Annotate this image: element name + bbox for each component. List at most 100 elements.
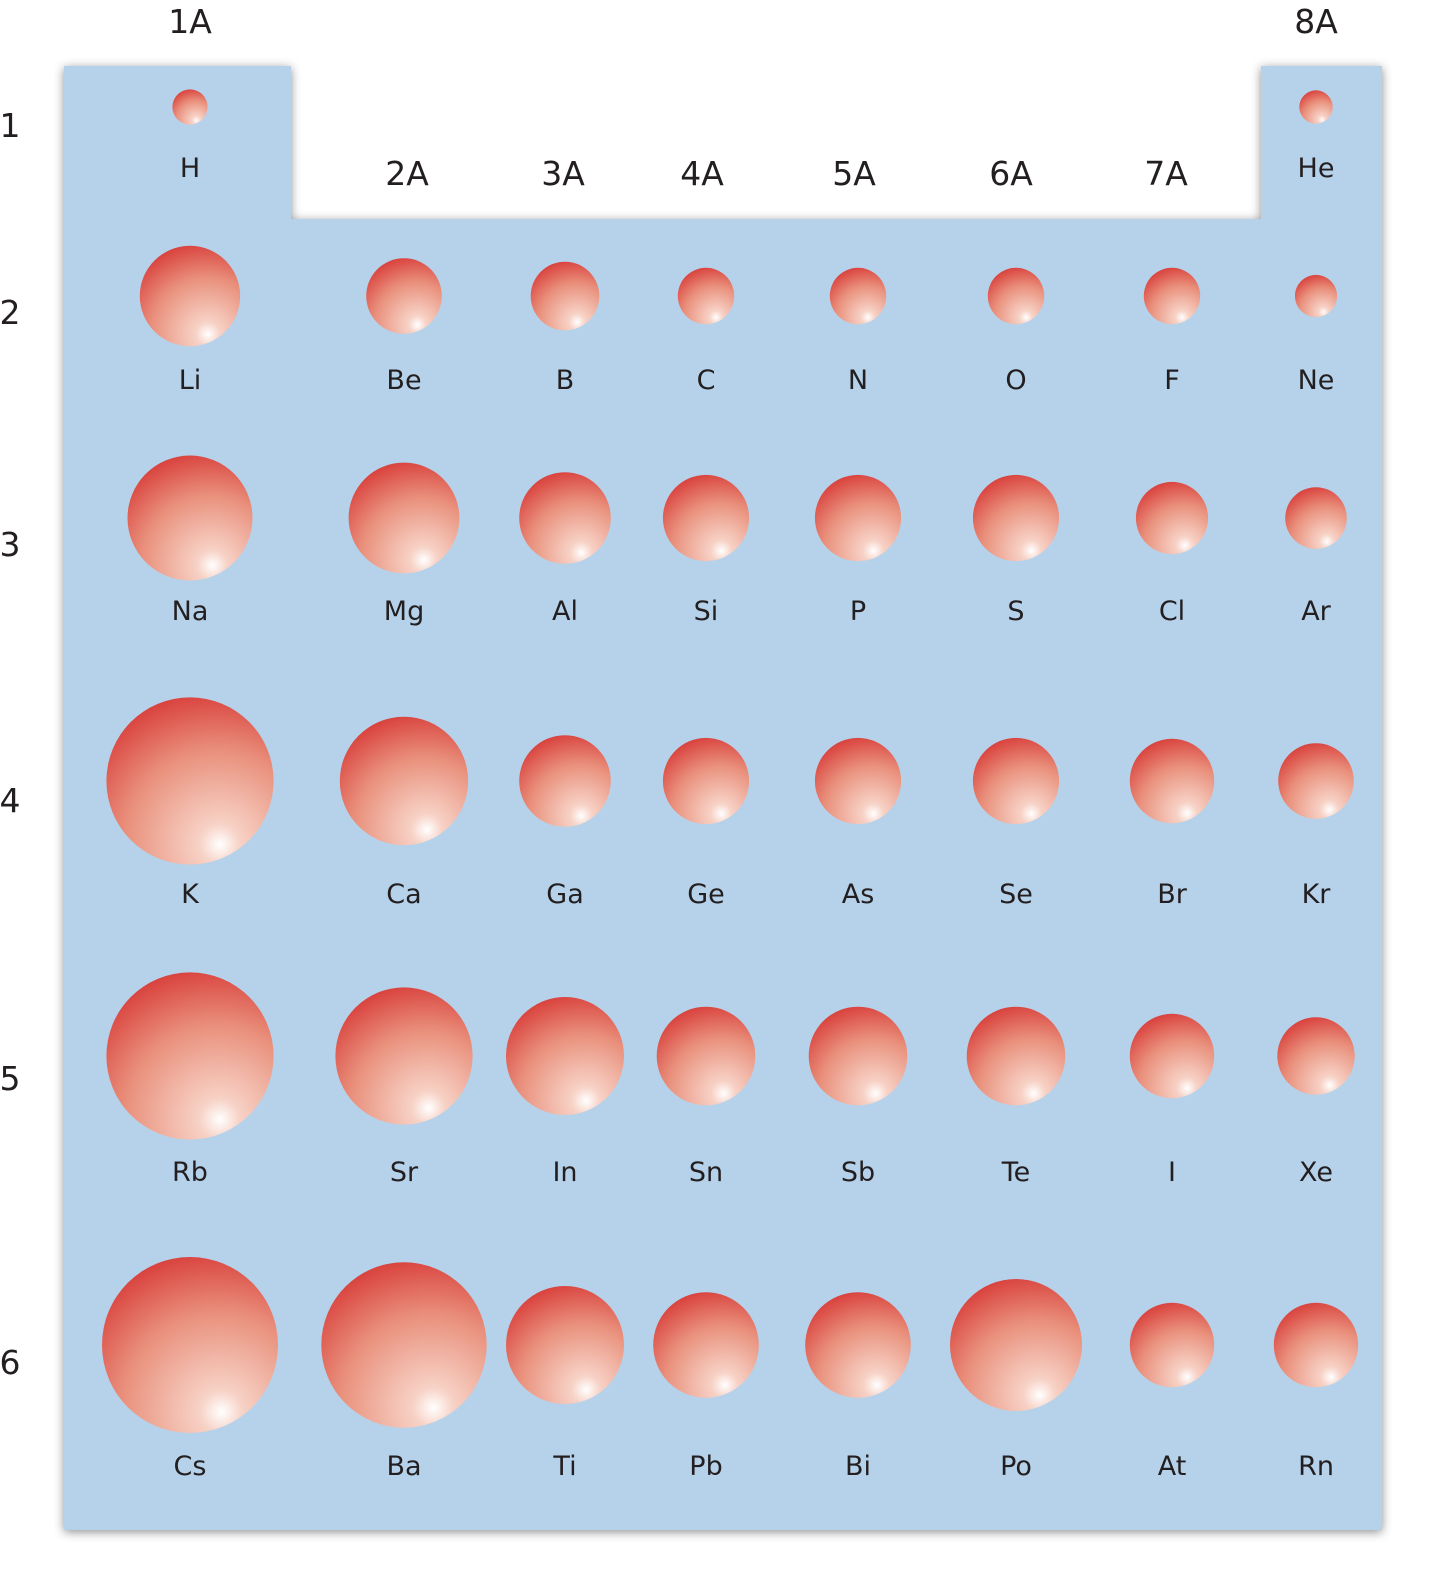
element-symbol-bi: Bi [845, 1451, 871, 1482]
atom-sphere-ti [506, 1286, 624, 1404]
element-symbol-ga: Ga [546, 879, 583, 910]
element-symbol-k: K [181, 879, 200, 910]
element-symbol-ar: Ar [1301, 596, 1331, 627]
group-label-6A: 6A [989, 154, 1033, 193]
element-symbol-as: As [842, 879, 875, 910]
element-symbol-cs: Cs [174, 1451, 207, 1482]
atom-sphere-o [987, 267, 1045, 325]
element-symbol-na: Na [172, 596, 209, 627]
atom-sphere-cl [1135, 481, 1209, 555]
atom-sphere-na [127, 455, 253, 581]
atom-sphere-sn [656, 1006, 756, 1106]
atom-sphere-ne [1294, 274, 1338, 318]
element-symbol-li: Li [179, 365, 202, 396]
group-label-5A: 5A [832, 154, 876, 193]
element-symbol-te: Te [1001, 1157, 1031, 1188]
element-symbol-i: I [1168, 1157, 1176, 1188]
element-symbol-p: P [850, 596, 866, 627]
atom-sphere-at [1129, 1302, 1215, 1388]
atom-sphere-ca [339, 716, 469, 846]
element-symbol-b: B [556, 365, 575, 396]
group-label-8A: 8A [1294, 2, 1338, 41]
atom-sphere-mg [348, 462, 460, 574]
atom-sphere-sb [808, 1006, 908, 1106]
period-label-5: 5 [0, 1059, 21, 1098]
atom-sphere-in [506, 997, 624, 1115]
atom-sphere-sr [335, 987, 473, 1125]
element-symbol-se: Se [999, 879, 1033, 910]
group-labels: 1A 2A 3A 4A 5A 6A 7A 8A [168, 2, 1338, 193]
group-label-4A: 4A [680, 154, 724, 193]
period-label-6: 6 [0, 1343, 21, 1382]
period-label-1: 1 [0, 106, 21, 145]
element-symbol-ba: Ba [386, 1451, 421, 1482]
element-symbol-at: At [1158, 1451, 1187, 1482]
element-symbol-mg: Mg [384, 596, 424, 627]
element-symbol-o: O [1005, 365, 1026, 396]
element-symbol-pb: Pb [689, 1451, 722, 1482]
atom-sphere-he [1299, 90, 1333, 124]
atom-sphere-pb [653, 1292, 759, 1398]
element-symbol-s: S [1007, 596, 1024, 627]
element-symbol-po: Po [1000, 1451, 1032, 1482]
atom-sphere-s [972, 474, 1060, 562]
atom-sphere-rn [1273, 1302, 1359, 1388]
atom-sphere-ga [519, 735, 611, 827]
element-symbol-in: In [552, 1157, 577, 1188]
atom-sphere-bi [805, 1292, 911, 1398]
atom-sphere-k [106, 697, 274, 865]
element-symbol-f: F [1164, 365, 1180, 396]
element-symbol-n: N [848, 365, 868, 396]
atom-sphere-b [530, 261, 600, 331]
group-label-3A: 3A [541, 154, 585, 193]
element-symbol-ca: Ca [386, 879, 421, 910]
element-symbol-h: H [180, 153, 200, 184]
element-symbol-xe: Xe [1299, 1157, 1333, 1188]
atom-sphere-i [1129, 1013, 1215, 1099]
element-symbol-ti: Ti [552, 1451, 576, 1482]
atom-sphere-be [366, 258, 442, 334]
atom-sphere-ar [1285, 487, 1347, 549]
atom-sphere-te [966, 1006, 1066, 1106]
atom-sphere-ba [321, 1262, 487, 1428]
period-label-4: 4 [0, 781, 21, 820]
atom-sphere-po [950, 1279, 1082, 1411]
atom-sphere-f [1143, 267, 1201, 325]
atom-sphere-li [139, 245, 241, 347]
atom-sphere-cs [102, 1257, 278, 1433]
element-symbol-he: He [1298, 153, 1335, 184]
element-symbol-al: Al [552, 596, 578, 627]
element-symbol-be: Be [386, 365, 421, 396]
atom-sphere-ge [662, 737, 750, 825]
element-symbol-br: Br [1157, 879, 1188, 910]
group-label-2A: 2A [385, 154, 429, 193]
element-symbol-cl: Cl [1159, 596, 1185, 627]
element-symbol-kr: Kr [1302, 879, 1332, 910]
element-symbol-sb: Sb [841, 1157, 875, 1188]
group-label-7A: 7A [1144, 154, 1188, 193]
group-label-1A: 1A [168, 2, 212, 41]
period-labels: 1 2 3 4 5 6 [0, 106, 21, 1382]
atom-sphere-n [829, 267, 887, 325]
atom-sphere-al [519, 472, 611, 564]
element-symbol-si: Si [694, 596, 719, 627]
atom-sphere-se [972, 737, 1060, 825]
period-label-3: 3 [0, 525, 21, 564]
atom-sphere-p [814, 474, 902, 562]
period-label-2: 2 [0, 293, 21, 332]
atom-sphere-c [677, 267, 735, 325]
element-symbol-sr: Sr [390, 1157, 419, 1188]
atom-sphere-as [814, 737, 902, 825]
element-symbol-rb: Rb [172, 1157, 208, 1188]
element-symbol-ge: Ge [687, 879, 725, 910]
atom-sphere-h [172, 89, 208, 125]
element-symbol-c: C [697, 365, 716, 396]
atom-sphere-rb [106, 972, 274, 1140]
atom-sphere-si [662, 474, 750, 562]
atom-sphere-kr [1278, 743, 1354, 819]
element-symbol-ne: Ne [1298, 365, 1335, 396]
atom-sphere-xe [1277, 1017, 1355, 1095]
atoms: H He Li Be B C N O F Ne Na Mg Al Si P S Cl Ar K Ca Ga Ge As Se B… [102, 89, 1359, 1482]
atom-sphere-br [1129, 738, 1215, 824]
